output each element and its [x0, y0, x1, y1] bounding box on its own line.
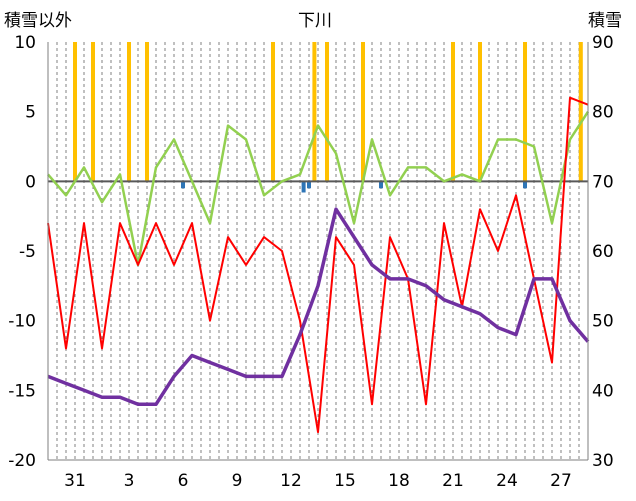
chart-title: 下川	[298, 11, 332, 31]
left-tick-label: -20	[8, 451, 36, 471]
precip-bar	[325, 42, 329, 182]
right-tick-label: 60	[592, 242, 614, 262]
x-tick-label: 3	[124, 471, 135, 491]
precip-bar	[451, 42, 455, 182]
precip-bar	[181, 181, 185, 189]
right-tick-label: 30	[592, 451, 614, 471]
right-tick-label: 70	[592, 172, 614, 192]
precip-bar	[301, 181, 306, 193]
x-tick-label: 24	[496, 471, 518, 491]
x-tick-label: 9	[232, 471, 243, 491]
snow-depth-line	[47, 207, 590, 407]
precip-bar	[91, 42, 95, 182]
min-temp-line	[47, 96, 589, 434]
precip-bar	[478, 42, 482, 182]
x-tick-label: 6	[178, 471, 189, 491]
precip-bar	[73, 42, 77, 182]
precip-bar	[379, 181, 383, 189]
x-tick-label: 18	[388, 471, 410, 491]
right-tick-label: 80	[592, 103, 614, 123]
right-tick-label: 90	[592, 33, 614, 53]
left-tick-label: 0	[25, 172, 36, 192]
x-tick-label: 21	[442, 471, 464, 491]
left-axis-title: 積雪以外	[4, 11, 72, 31]
right-tick-label: 50	[592, 312, 614, 332]
precip-bar	[578, 42, 583, 182]
precip-bar	[523, 42, 527, 182]
right-axis-title: 積雪	[588, 11, 622, 31]
left-tick-label: -5	[19, 242, 36, 262]
left-tick-label: 5	[25, 103, 36, 123]
x-tick-label: 27	[550, 471, 572, 491]
x-tick-label: 12	[280, 471, 302, 491]
precip-bar	[307, 181, 311, 189]
left-tick-label: -10	[8, 312, 36, 332]
precip-bar	[127, 42, 131, 182]
right-tick-label: 40	[592, 381, 614, 401]
left-tick-label: -15	[8, 381, 36, 401]
left-tick-label: 10	[14, 33, 36, 53]
precip-bar	[312, 42, 317, 182]
precip-bar	[361, 42, 365, 182]
precip-bar	[271, 42, 275, 182]
x-tick-label: 31	[64, 471, 86, 491]
precip-bar	[523, 181, 527, 189]
x-tick-label: 15	[334, 471, 356, 491]
precip-bar	[145, 42, 149, 182]
